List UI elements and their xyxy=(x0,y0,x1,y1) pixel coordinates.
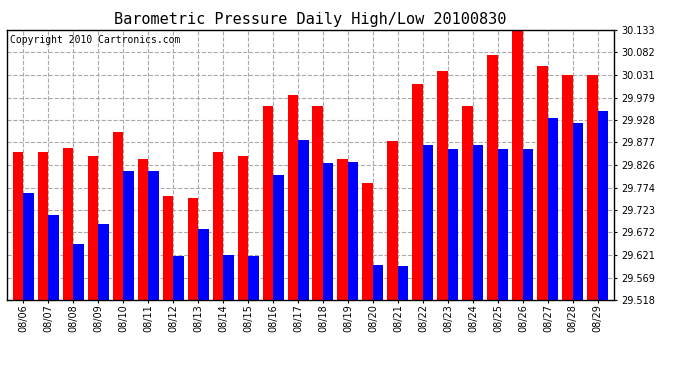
Bar xyxy=(473,145,484,300)
Bar xyxy=(163,196,173,300)
Bar xyxy=(148,171,159,300)
Bar xyxy=(73,244,83,300)
Bar xyxy=(448,149,458,300)
Bar xyxy=(373,265,384,300)
Bar xyxy=(223,255,233,300)
Bar xyxy=(323,163,333,300)
Title: Barometric Pressure Daily High/Low 20100830: Barometric Pressure Daily High/Low 20100… xyxy=(115,12,506,27)
Bar xyxy=(348,162,359,300)
Bar xyxy=(398,266,408,300)
Bar xyxy=(123,171,134,300)
Bar xyxy=(388,141,398,300)
Bar xyxy=(38,152,48,300)
Bar xyxy=(112,132,123,300)
Bar xyxy=(288,95,298,300)
Bar xyxy=(237,156,248,300)
Bar xyxy=(313,106,323,300)
Bar xyxy=(548,118,558,300)
Bar xyxy=(598,111,609,300)
Bar xyxy=(213,152,223,300)
Bar xyxy=(462,106,473,300)
Bar xyxy=(337,159,348,300)
Bar xyxy=(63,148,73,300)
Bar xyxy=(538,66,548,300)
Bar xyxy=(273,176,284,300)
Text: Copyright 2010 Cartronics.com: Copyright 2010 Cartronics.com xyxy=(10,35,180,45)
Bar xyxy=(298,140,308,300)
Bar xyxy=(188,198,198,300)
Bar xyxy=(523,149,533,300)
Bar xyxy=(487,56,498,300)
Bar xyxy=(98,224,108,300)
Bar xyxy=(573,123,583,300)
Bar xyxy=(513,30,523,300)
Bar xyxy=(137,159,148,300)
Bar xyxy=(262,106,273,300)
Bar xyxy=(198,229,208,300)
Bar xyxy=(23,193,34,300)
Bar xyxy=(423,145,433,300)
Bar xyxy=(498,149,509,300)
Bar xyxy=(413,84,423,300)
Bar xyxy=(562,75,573,300)
Bar xyxy=(48,215,59,300)
Bar xyxy=(248,256,259,300)
Bar xyxy=(12,152,23,300)
Bar xyxy=(587,75,598,300)
Bar xyxy=(173,256,184,300)
Bar xyxy=(88,156,98,300)
Bar xyxy=(362,183,373,300)
Bar xyxy=(437,71,448,300)
